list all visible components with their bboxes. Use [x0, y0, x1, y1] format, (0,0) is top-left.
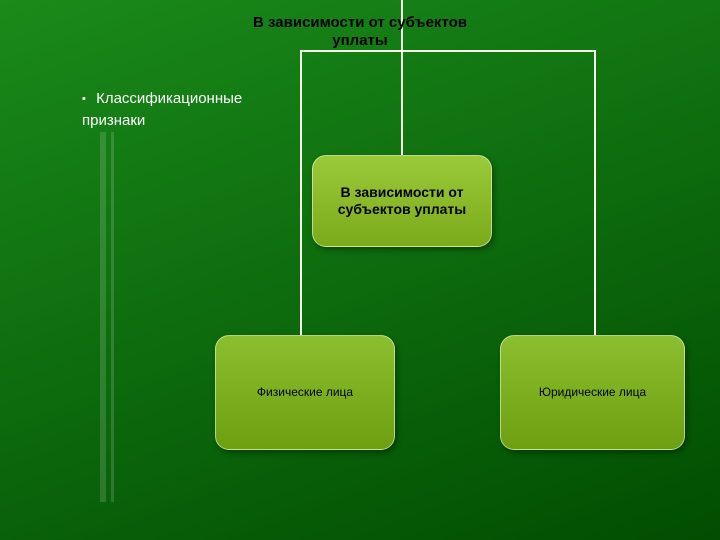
- node-label: В зависимости от субъектов уплаты: [321, 184, 483, 218]
- deco-bar: [111, 132, 114, 502]
- slide: В зависимости от субъектов уплаты Класси…: [0, 0, 720, 540]
- bullet-item: Классификационные признаки: [82, 88, 262, 132]
- bullet-label: Классификационные признаки: [82, 90, 242, 129]
- node-label: Физические лица: [257, 385, 353, 399]
- node-label: Юридические лица: [539, 385, 646, 399]
- tree-node-right: Юридические лица: [500, 335, 685, 450]
- page-title: В зависимости от субъектов уплаты: [240, 14, 480, 50]
- tree-node-left: Физические лица: [215, 335, 395, 450]
- connector: [300, 50, 302, 335]
- deco-bar: [100, 132, 106, 502]
- connector: [300, 50, 596, 52]
- tree-node-root: В зависимости от субъектов уплаты: [312, 155, 492, 247]
- connector: [594, 50, 596, 335]
